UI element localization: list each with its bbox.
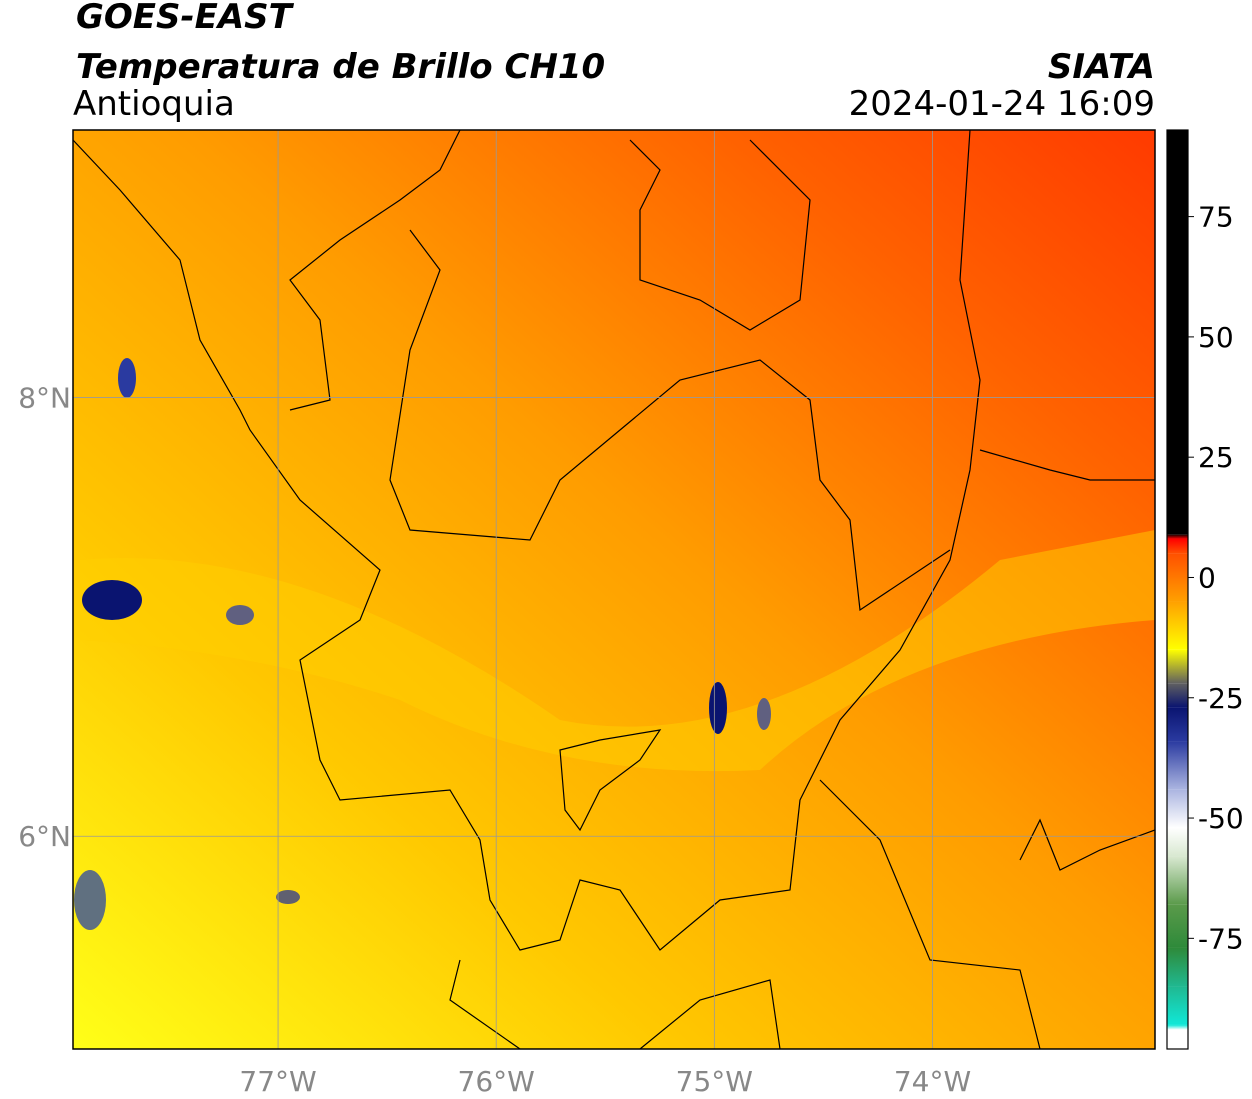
colorbar-segment <box>1167 827 1188 857</box>
colorbar-tick-label: 0 <box>1198 561 1216 594</box>
border <box>389 229 951 612</box>
lat-label: 6°N <box>18 820 71 853</box>
border <box>819 779 1155 1049</box>
cold-cloud <box>757 698 771 730</box>
lat-label: 8°N <box>18 382 71 415</box>
subtitle: Temperatura de Brillo CH10 <box>76 47 605 87</box>
cold-cloud <box>74 870 106 930</box>
colorbar-segment <box>1167 856 1188 905</box>
cold-cloud <box>709 682 727 734</box>
border <box>73 130 981 951</box>
cloud-band <box>80 530 1155 772</box>
colorbar-tick-label: -25 <box>1198 682 1244 715</box>
colorbar-segment <box>1167 130 1188 535</box>
cold-cloud <box>276 890 300 904</box>
source: SIATA <box>1048 47 1155 87</box>
border <box>449 959 781 1049</box>
colorbar-segment <box>1167 649 1188 684</box>
map-frame <box>72 129 1156 1050</box>
colorbar-tick-label: 75 <box>1198 201 1234 234</box>
colorbar-tick-label: 50 <box>1198 321 1234 354</box>
colorbar-segment <box>1167 601 1188 650</box>
border <box>629 139 811 331</box>
colorbar-segment <box>1167 741 1188 790</box>
colorbar-segment <box>1167 538 1188 554</box>
lon-label: 75°W <box>676 1065 753 1098</box>
colorbar-segment <box>1167 986 1188 1025</box>
timestamp: 2024-01-24 16:09 <box>849 84 1155 124</box>
colorbar-segment <box>1167 553 1188 602</box>
colorbar-tick-label: -50 <box>1198 802 1244 835</box>
border <box>559 729 662 832</box>
title: GOES-EAST <box>76 0 295 37</box>
colorbar-segment <box>1167 904 1188 948</box>
colorbar-segment <box>1167 947 1188 987</box>
cold-cloud <box>82 580 142 620</box>
border <box>979 449 1155 481</box>
lon-label: 74°W <box>894 1065 971 1098</box>
colorbar-segment <box>1167 534 1188 539</box>
coastline <box>289 130 461 411</box>
lon-label: 76°W <box>458 1065 535 1098</box>
colorbar-segment <box>1167 707 1188 742</box>
colorbar-frame <box>1166 129 1189 1050</box>
colorbar-tick-label: 25 <box>1198 441 1234 474</box>
colorbar-tick-label: -75 <box>1198 922 1244 955</box>
region: Antioquia <box>73 84 235 124</box>
colorbar-segment <box>1167 1024 1188 1030</box>
lon-label: 77°W <box>239 1065 316 1098</box>
cold-cloud <box>118 358 136 398</box>
colorbar-segment <box>1167 683 1188 708</box>
colorbar-segment <box>1167 789 1188 828</box>
cold-cloud <box>226 605 254 625</box>
map-image <box>73 130 1155 1049</box>
colorbar-segment <box>1167 1029 1188 1049</box>
